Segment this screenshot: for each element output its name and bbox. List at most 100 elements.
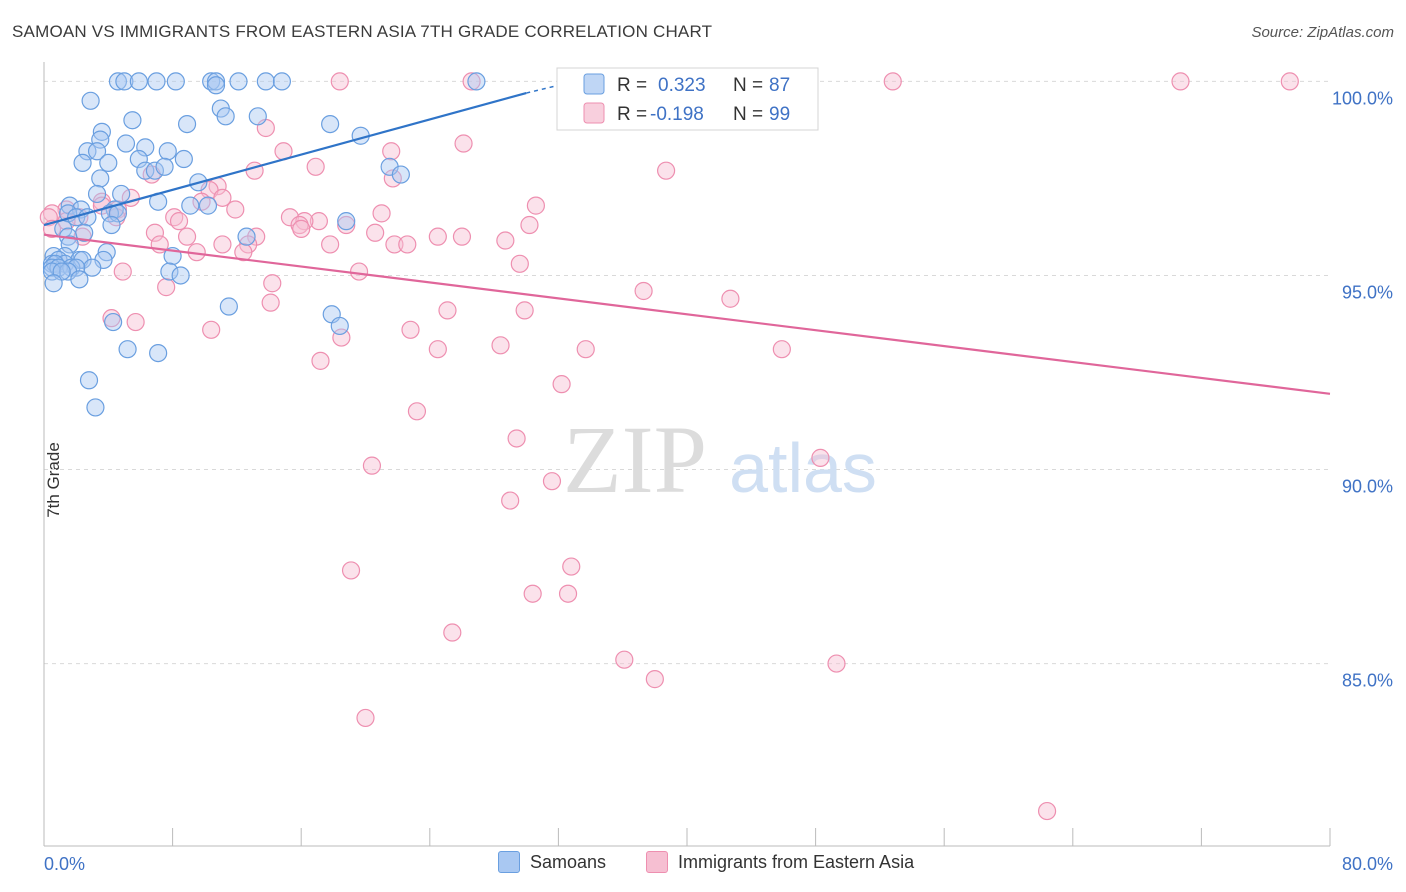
legend-n-value-2: 99 bbox=[769, 104, 790, 125]
samoans-point-22 bbox=[91, 130, 110, 149]
eastern-asia-point-75 bbox=[576, 340, 595, 359]
eastern-asia-point-80 bbox=[507, 429, 526, 448]
eastern-asia-point-83 bbox=[542, 472, 562, 491]
samoans-point-3 bbox=[147, 72, 166, 91]
eastern-asia-point-35 bbox=[169, 212, 189, 231]
eastern-asia-point-47 bbox=[428, 227, 447, 246]
x-tick-label-0: 0.0% bbox=[44, 854, 85, 874]
watermark-atlas: atlas bbox=[729, 429, 877, 507]
legend-item-samoans[interactable]: Samoans bbox=[498, 851, 606, 873]
samoans-point-10 bbox=[467, 72, 486, 91]
legend-label-eastern-asia: Immigrants from Eastern Asia bbox=[678, 851, 915, 872]
source-label: Source: ZipAtlas.com bbox=[1251, 24, 1394, 41]
legend-n-value-1: 87 bbox=[769, 75, 790, 96]
eastern-asia-point-86 bbox=[341, 561, 361, 580]
x-tick-label-1: 80.0% bbox=[1342, 854, 1393, 874]
eastern-asia-point-65 bbox=[261, 293, 280, 312]
eastern-asia-point-43 bbox=[366, 223, 385, 242]
eastern-asia-point-45 bbox=[177, 227, 197, 246]
eastern-asia-point-41 bbox=[292, 219, 311, 238]
samoans-point-39 bbox=[87, 184, 107, 204]
eastern-asia-point-66 bbox=[438, 301, 457, 320]
eastern-asia-point-18 bbox=[213, 188, 232, 207]
legend-swatch-eastern-asia bbox=[646, 851, 668, 873]
eastern-asia-point-55 bbox=[398, 235, 417, 254]
samoans-point-1 bbox=[115, 72, 134, 91]
eastern-asia-point-69 bbox=[126, 312, 145, 332]
samoans-point-9 bbox=[272, 72, 292, 91]
y-tick-label-0: 85.0% bbox=[1342, 671, 1393, 691]
samoans-point-33 bbox=[145, 161, 165, 180]
samoans-point-28 bbox=[129, 149, 148, 169]
eastern-asia-point-49 bbox=[496, 231, 515, 250]
legend-r-value-1: 0.323 bbox=[658, 75, 706, 96]
samoans-point-41 bbox=[198, 196, 218, 215]
eastern-asia-point-7 bbox=[454, 134, 473, 153]
samoans-point-6 bbox=[206, 72, 226, 91]
eastern-asia-point-63 bbox=[634, 281, 653, 301]
eastern-asia-point-79 bbox=[407, 402, 427, 421]
legend-item-eastern-asia[interactable]: Immigrants from Eastern Asia bbox=[646, 851, 914, 873]
legend-top: R = 0.323 N = 87 R = -0.198 N = 99 bbox=[556, 67, 819, 131]
samoans-point-51 bbox=[337, 212, 356, 231]
eastern-asia-point-88 bbox=[558, 584, 578, 603]
eastern-asia-point-71 bbox=[401, 320, 420, 339]
samoans-point-52 bbox=[102, 215, 121, 235]
samoans-point-87 bbox=[79, 371, 99, 390]
samoans-point-72 bbox=[83, 258, 102, 277]
samoans-point-14 bbox=[216, 107, 235, 126]
samoans-point-79 bbox=[70, 270, 89, 289]
eastern-asia-point-3 bbox=[883, 72, 902, 91]
eastern-asia-point-61 bbox=[263, 274, 282, 293]
samoans-trend-line bbox=[43, 91, 527, 227]
eastern-asia-point-27 bbox=[372, 204, 391, 223]
legend-swatch-samoans bbox=[498, 851, 520, 873]
samoans-point-78 bbox=[171, 266, 190, 285]
samoans-point-35 bbox=[391, 165, 410, 184]
eastern-asia-point-5 bbox=[1280, 72, 1299, 91]
eastern-asia-point-74 bbox=[428, 340, 447, 359]
chart-title: SAMOAN VS IMMIGRANTS FROM EASTERN ASIA 7… bbox=[12, 22, 713, 41]
eastern-asia-point-85 bbox=[562, 557, 581, 576]
eastern-asia-point-58 bbox=[510, 254, 529, 273]
eastern-asia-point-1 bbox=[462, 72, 481, 91]
samoans-point-88 bbox=[86, 398, 105, 417]
samoans-point-80 bbox=[44, 274, 63, 293]
eastern-asia-point-73 bbox=[491, 336, 510, 355]
legend-r-label-1: R = bbox=[617, 75, 647, 96]
eastern-asia-point-10 bbox=[306, 157, 325, 176]
eastern-asia-point-57 bbox=[234, 243, 253, 262]
eastern-asia-point-89 bbox=[443, 623, 462, 642]
eastern-asia-point-23 bbox=[226, 200, 245, 219]
legend-n-label-2: N = bbox=[733, 104, 763, 125]
eastern-asia-point-64 bbox=[721, 289, 740, 308]
eastern-asia-point-70 bbox=[202, 320, 221, 339]
eastern-asia-point-90 bbox=[615, 650, 634, 669]
samoans-point-17 bbox=[177, 114, 197, 134]
eastern-asia-point-62 bbox=[157, 278, 176, 297]
legend-bottom: Samoans Immigrants from Eastern Asia bbox=[0, 851, 1406, 879]
samoans-point-23 bbox=[136, 138, 155, 157]
samoans-point-11 bbox=[206, 76, 226, 95]
samoans-point-18 bbox=[321, 114, 340, 134]
eastern-asia-point-9 bbox=[382, 142, 401, 161]
gridlines bbox=[44, 80, 1330, 665]
samoans-point-26 bbox=[158, 142, 177, 161]
samoans-point-7 bbox=[229, 72, 248, 91]
samoans-point-8 bbox=[256, 72, 275, 91]
eastern-asia-point-93 bbox=[356, 708, 375, 728]
watermark-zip: ZIP bbox=[563, 406, 707, 513]
samoans-point-34 bbox=[155, 157, 174, 176]
legend-r-label-2: R = bbox=[617, 104, 647, 125]
samoans-point-29 bbox=[73, 153, 92, 173]
samoans-point-81 bbox=[219, 297, 238, 316]
eastern-asia-point-81 bbox=[811, 448, 830, 467]
samoans-point-12 bbox=[81, 91, 100, 110]
samoans-point-24 bbox=[78, 142, 97, 161]
eastern-asia-point-60 bbox=[113, 262, 132, 281]
samoans-point-36 bbox=[91, 169, 110, 188]
eastern-asia-point-4 bbox=[1171, 72, 1190, 91]
eastern-asia-point-22 bbox=[526, 196, 545, 215]
samoans-point-85 bbox=[118, 340, 137, 359]
eastern-asia-point-67 bbox=[515, 301, 534, 320]
